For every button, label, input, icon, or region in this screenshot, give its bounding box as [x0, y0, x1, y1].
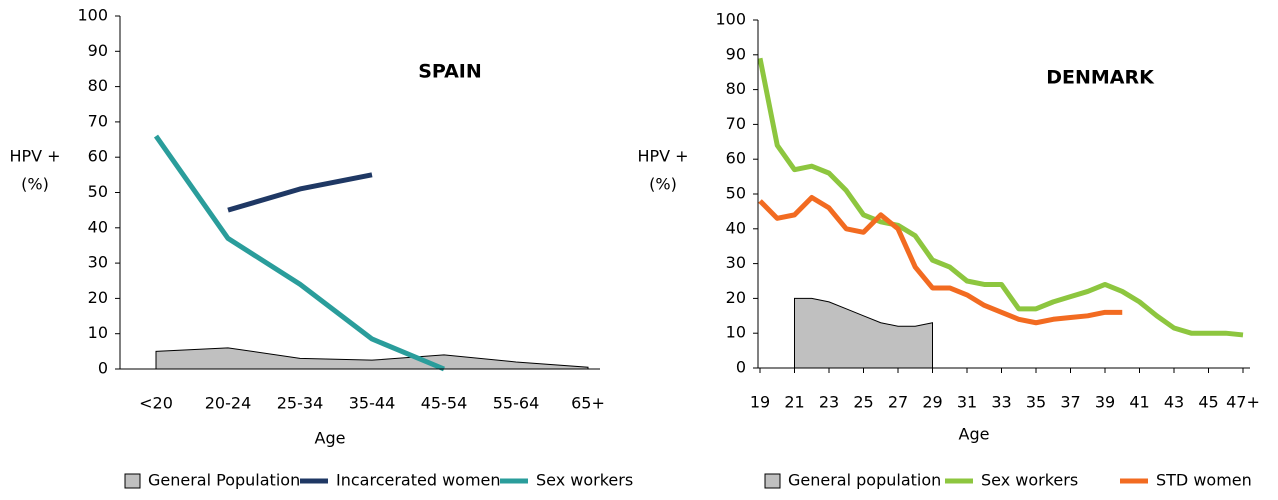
legend-label: Sex workers	[536, 471, 633, 490]
line	[153, 134, 445, 372]
y-tick-label: 70	[88, 111, 108, 130]
y-tick-label: 50	[88, 182, 108, 201]
y-tick-label: 60	[88, 147, 108, 166]
y-tick-label: 20	[88, 288, 108, 307]
y-tick-label: 40	[88, 217, 108, 236]
y-tick-label: 10	[88, 323, 108, 342]
y-tick-label: 30	[726, 253, 746, 272]
area	[155, 347, 589, 370]
x-tick-label: 33	[991, 393, 1011, 412]
x-tick-label: 31	[957, 393, 977, 412]
legend-label: General Population	[148, 471, 300, 490]
line	[227, 172, 373, 213]
x-tick-label: 25	[853, 393, 873, 412]
x-tick-label: 23	[819, 393, 839, 412]
x-tick-label: 55-64	[493, 394, 540, 413]
y-axis-label: HPV +	[637, 147, 688, 166]
x-axis-label: Age	[315, 429, 346, 448]
y-tick-label: 100	[715, 10, 746, 29]
line	[758, 194, 1123, 326]
x-tick-label: 45	[1198, 393, 1218, 412]
y-tick-label: 80	[726, 79, 746, 98]
x-tick-label: 65+	[571, 394, 605, 413]
x-tick-label: 29	[922, 393, 942, 412]
x-axis-label: Age	[959, 425, 990, 444]
y-tick-label: 90	[726, 44, 746, 63]
y-tick-label: 0	[736, 358, 746, 377]
y-tick-label: 50	[726, 184, 746, 203]
x-tick-label: 41	[1129, 393, 1149, 412]
x-tick-label: <20	[139, 394, 173, 413]
y-tick-label: 70	[726, 114, 746, 133]
x-tick-label: 25-34	[277, 394, 324, 413]
y-tick-label: 90	[88, 41, 108, 60]
x-tick-label: 39	[1095, 393, 1115, 412]
x-tick-label: 35	[1026, 393, 1046, 412]
x-tick-label: 45-54	[421, 394, 468, 413]
area	[794, 297, 933, 369]
chart-title: DENMARK	[1046, 67, 1155, 89]
y-axis-label: (%)	[21, 175, 49, 194]
legend-label: Incarcerated women	[336, 471, 501, 490]
y-tick-label: 30	[88, 253, 108, 272]
x-tick-label: 35-44	[349, 394, 396, 413]
y-tick-label: 60	[726, 149, 746, 168]
y-tick-label: 20	[726, 288, 746, 307]
y-tick-label: 40	[726, 218, 746, 237]
y-axis-label: (%)	[649, 175, 677, 194]
chart-title: SPAIN	[418, 61, 482, 83]
legend-swatch	[124, 473, 141, 489]
x-tick-label: 19	[750, 393, 770, 412]
x-tick-label: 21	[784, 393, 804, 412]
x-tick-label: 27	[888, 393, 908, 412]
y-axis-label: HPV +	[9, 147, 60, 166]
x-tick-label: 47+	[1226, 393, 1260, 412]
x-tick-label: 43	[1164, 393, 1184, 412]
y-tick-label: 100	[77, 6, 108, 25]
legend-label: Sex workers	[981, 471, 1078, 490]
legend-label: STD women	[1156, 471, 1252, 490]
y-tick-label: 80	[88, 76, 108, 95]
legend-swatch	[764, 473, 781, 489]
x-tick-label: 37	[1060, 393, 1080, 412]
line	[757, 57, 1244, 338]
y-tick-label: 10	[726, 323, 746, 342]
y-tick-label: 0	[98, 359, 108, 378]
legend-label: General population	[788, 471, 941, 490]
x-tick-label: 20-24	[205, 394, 252, 413]
